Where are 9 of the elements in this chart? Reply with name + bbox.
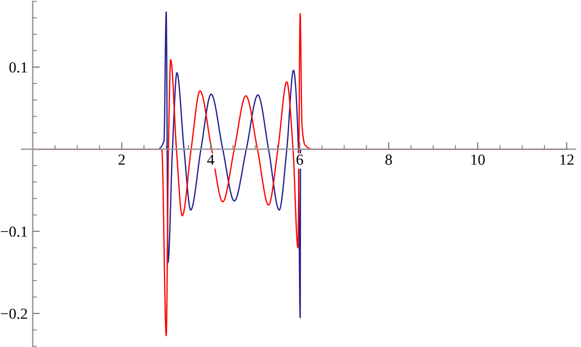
x-tick-label: 6 (296, 154, 304, 165)
x-tick-label: 12 (560, 154, 574, 165)
x-tick-label: 2 (118, 154, 125, 165)
y-tick-label: −0.2 (0, 308, 28, 319)
x-tick-label: 4 (207, 154, 214, 165)
y-tick-label: −0.1 (0, 226, 27, 237)
x-tick-label: 10 (471, 154, 485, 165)
x-tick-label: 8 (385, 154, 392, 165)
y-tick-label: 0.1 (9, 62, 27, 73)
